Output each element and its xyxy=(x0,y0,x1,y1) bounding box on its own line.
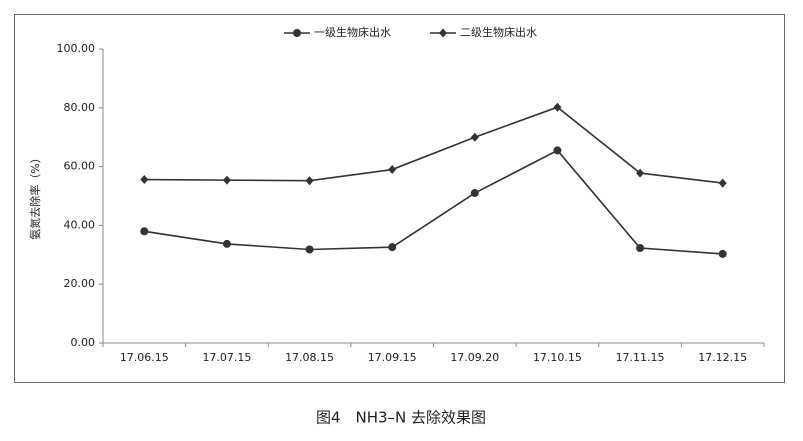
legend-marker xyxy=(439,28,447,38)
y-axis-label: 氨氮去除率（%） xyxy=(28,152,42,239)
data-point xyxy=(222,175,231,185)
x-tick-label: 17.12.15 xyxy=(698,351,747,364)
x-tick-label: 17.10.15 xyxy=(533,351,582,364)
data-point xyxy=(553,102,562,112)
chart-frame xyxy=(14,14,785,383)
y-tick-label: 80.00 xyxy=(64,101,96,114)
x-tick-label: 17.09.20 xyxy=(450,351,499,364)
legend-label: 二级生物床出水 xyxy=(460,25,537,39)
series-line xyxy=(144,149,723,255)
data-point xyxy=(636,244,645,253)
x-tick-label: 17.08.15 xyxy=(285,351,334,364)
x-tick-label: 17.07.15 xyxy=(202,351,251,364)
data-point xyxy=(718,249,727,258)
data-point xyxy=(140,175,149,185)
series-line xyxy=(144,106,723,184)
y-tick-label: 60.00 xyxy=(64,160,96,173)
data-point xyxy=(470,189,479,198)
data-point xyxy=(553,146,562,155)
data-point xyxy=(305,176,314,186)
caption: 图4 NH3–N 去除效果图 xyxy=(316,409,486,427)
legend-label: 一级生物床出水 xyxy=(314,25,391,39)
y-tick-label: 40.00 xyxy=(64,218,96,231)
x-tick-label: 17.06.15 xyxy=(120,351,169,364)
data-point xyxy=(636,168,645,178)
y-tick-label: 100.00 xyxy=(57,42,96,55)
y-tick-label: 0.00 xyxy=(71,336,96,349)
y-tick-label: 20.00 xyxy=(64,277,96,290)
data-point xyxy=(388,165,397,175)
legend-marker xyxy=(293,29,301,37)
data-point xyxy=(305,245,314,254)
x-tick-label: 17.11.15 xyxy=(616,351,665,364)
data-point xyxy=(718,178,727,188)
data-point xyxy=(222,239,231,248)
data-point xyxy=(388,243,397,252)
data-point xyxy=(140,227,149,236)
x-tick-label: 17.09.15 xyxy=(368,351,417,364)
data-point xyxy=(470,132,479,142)
